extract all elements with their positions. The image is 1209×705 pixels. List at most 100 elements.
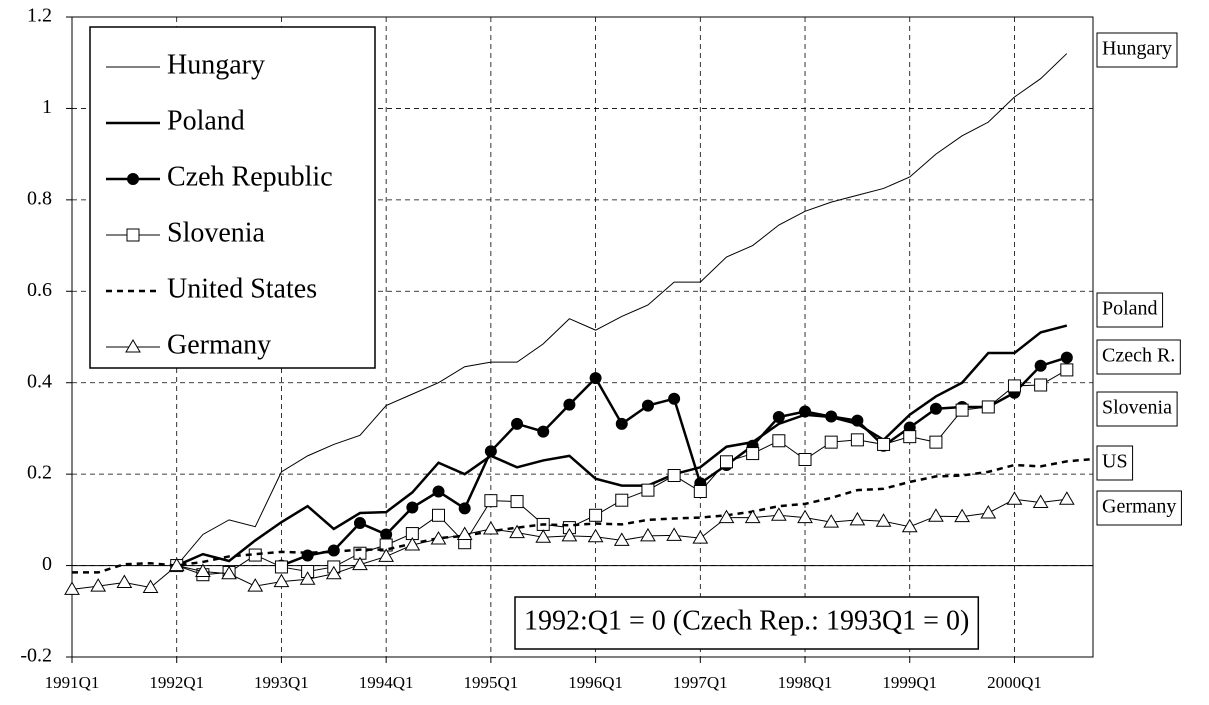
end-label-text: Slovenia [1102, 397, 1172, 419]
marker [274, 560, 288, 574]
y-tick-label: 1 [42, 96, 52, 118]
end-label-box [1096, 339, 1181, 375]
legend-label: Czeh Republic [167, 161, 333, 192]
marker [380, 528, 393, 541]
marker [798, 453, 812, 467]
marker [981, 400, 995, 414]
annotation-text: 1992:Q1 = 0 (Czech Rep.: 1993Q1 = 0) [524, 605, 969, 636]
marker [1032, 494, 1049, 508]
series-line [176, 324, 1068, 567]
end-label: Slovenia [1096, 391, 1178, 427]
marker [116, 574, 133, 588]
end-label-text: Germany [1102, 496, 1176, 518]
x-tick-label: 1997Q1 [673, 673, 728, 692]
marker [127, 173, 139, 185]
end-label-text: Poland [1102, 298, 1158, 320]
legend-label: Slovenia [167, 217, 266, 248]
x-tick-label: 1998Q1 [778, 673, 833, 692]
marker [850, 433, 864, 447]
marker [273, 573, 290, 588]
x-tick-label: 1991Q1 [45, 673, 100, 692]
marker [955, 403, 969, 417]
marker [799, 405, 812, 418]
y-tick-label: 0.6 [27, 279, 52, 301]
marker [456, 526, 473, 540]
marker [561, 527, 578, 542]
marker [484, 494, 498, 508]
end-label-box [1096, 391, 1178, 427]
x-tick-label: 1996Q1 [568, 673, 623, 692]
marker [168, 557, 185, 572]
end-label-box [1096, 445, 1134, 481]
marker [247, 578, 264, 592]
x-tick-label: 1995Q1 [463, 673, 518, 692]
marker [430, 531, 447, 545]
marker [744, 509, 761, 524]
marker [378, 548, 395, 562]
end-label-box [1096, 292, 1164, 328]
marker [719, 455, 733, 469]
marker [589, 508, 603, 522]
marker [667, 469, 681, 483]
marker [668, 392, 681, 405]
marker [929, 402, 942, 415]
y-tick-label: -0.2 [20, 645, 52, 667]
marker [1007, 379, 1021, 393]
legend-label: Poland [167, 105, 245, 136]
marker [613, 532, 630, 546]
marker [877, 437, 891, 451]
end-label: Hungary [1096, 32, 1178, 68]
legend-label: Hungary [167, 49, 265, 80]
marker [432, 485, 445, 498]
end-label-text: Czech R. [1102, 345, 1175, 367]
marker [509, 524, 525, 539]
end-label: Poland [1096, 292, 1164, 328]
marker [851, 414, 864, 427]
marker [718, 509, 735, 524]
marker [1034, 359, 1047, 372]
y-tick-label: 0.8 [27, 187, 52, 209]
marker [458, 502, 471, 515]
end-label-text: Hungary [1102, 38, 1172, 60]
marker [875, 513, 892, 527]
marker [325, 565, 342, 580]
x-tick-label: 2000Q1 [987, 673, 1042, 692]
marker [484, 445, 497, 458]
marker [903, 430, 917, 444]
marker [195, 563, 211, 578]
marker [353, 517, 366, 530]
y-tick-label: 0.2 [27, 462, 52, 484]
marker [142, 579, 159, 594]
marker [928, 508, 944, 522]
x-tick-label: 1992Q1 [149, 673, 204, 692]
marker [1060, 351, 1073, 364]
end-label: US [1096, 445, 1134, 481]
marker [693, 485, 707, 499]
marker [824, 435, 838, 449]
plot-area [71, 16, 1094, 658]
end-label: Germany [1096, 490, 1182, 526]
marker [483, 521, 499, 535]
y-tick-label: 0.4 [27, 370, 52, 392]
marker [221, 565, 237, 580]
end-label-box [1096, 32, 1178, 68]
x-tick-label: 1993Q1 [254, 673, 309, 692]
y-tick-label: 1.2 [27, 5, 52, 27]
marker [980, 505, 997, 519]
end-label-text: US [1102, 451, 1128, 473]
marker [640, 527, 656, 542]
legend-box [89, 26, 376, 369]
marker [823, 514, 840, 528]
marker [666, 527, 682, 541]
y-tick-label: 0 [42, 553, 52, 575]
marker [1060, 363, 1074, 377]
marker [64, 581, 80, 595]
marker [901, 518, 918, 533]
marker [746, 447, 760, 461]
marker [641, 399, 654, 412]
marker [1006, 491, 1023, 505]
series-line [72, 457, 1094, 574]
marker [510, 495, 524, 509]
marker [929, 435, 943, 449]
